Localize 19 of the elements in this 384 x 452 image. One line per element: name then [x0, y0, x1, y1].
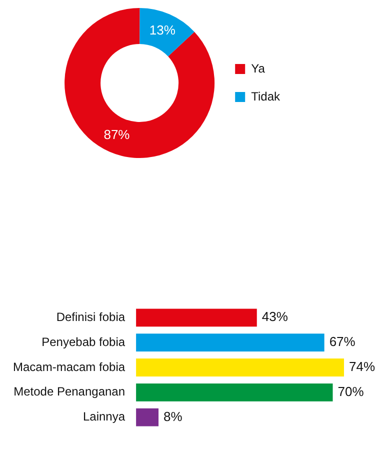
y-tick-label: Lainnya — [82, 410, 126, 424]
legend-label: Tidak — [251, 89, 281, 104]
data-label: 13% — [149, 22, 176, 38]
bar — [136, 383, 333, 402]
data-label: 87% — [104, 126, 130, 142]
y-tick-label: Metode Penanganan — [14, 384, 126, 399]
bar — [136, 308, 257, 327]
data-label: 74% — [349, 359, 376, 374]
data-label: 8% — [164, 408, 183, 424]
y-tick-label: Macam-macam fobia — [13, 360, 126, 374]
data-label: 70% — [338, 384, 364, 399]
y-tick-label: Definisi fobia — [56, 310, 126, 324]
y-tick-label: Penyebab fobia — [42, 334, 126, 349]
bar — [136, 358, 344, 376]
data-label: 67% — [329, 334, 356, 350]
data-label: 43% — [262, 309, 288, 324]
legend-label: Ya — [251, 61, 266, 76]
bar — [136, 408, 159, 426]
bar — [136, 334, 324, 352]
